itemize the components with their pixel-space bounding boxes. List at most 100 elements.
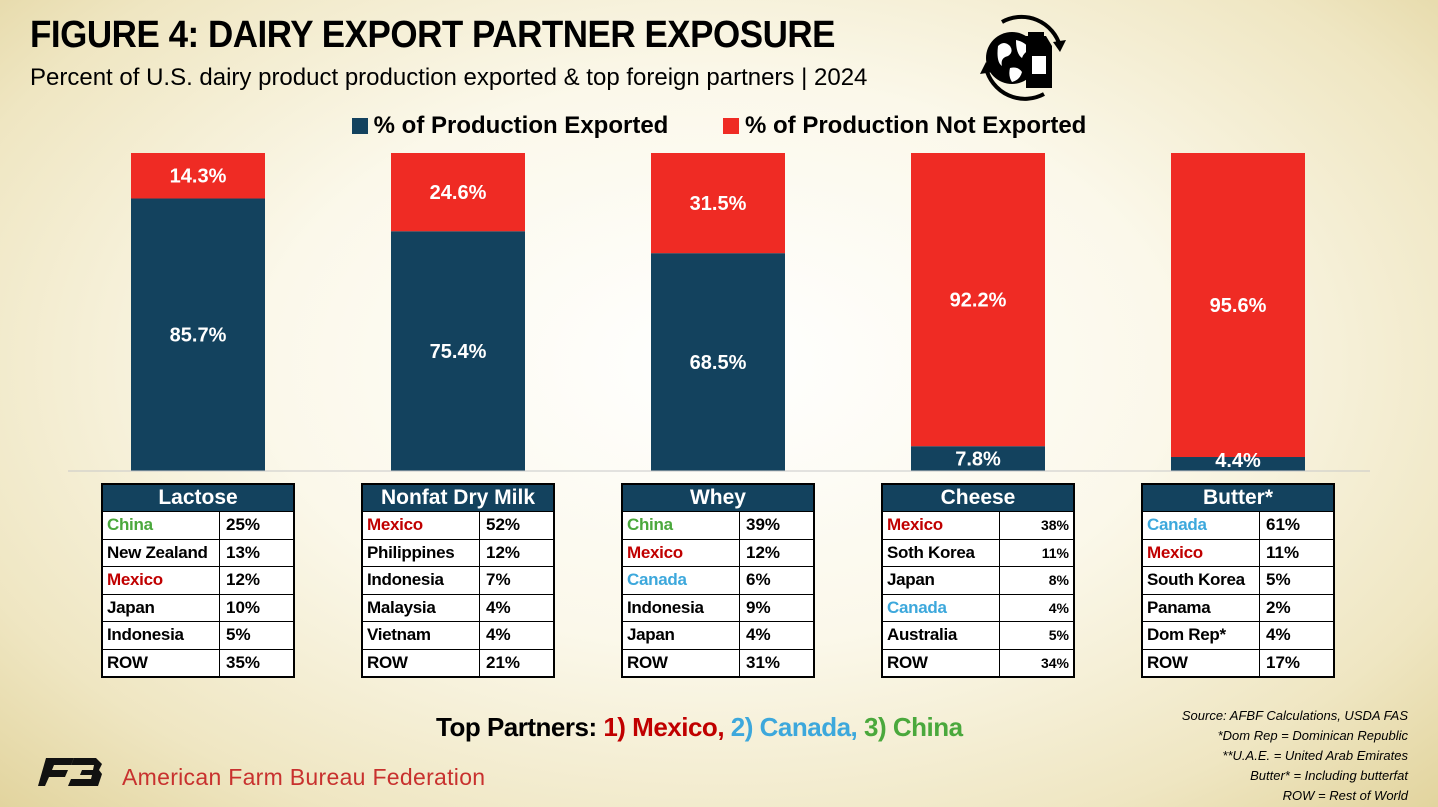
bar-exported (651, 253, 785, 471)
partner-country: China (101, 511, 220, 540)
legend-label-not-exported: % of Production Not Exported (745, 112, 1087, 139)
table-row: Dom Rep* 4% (1141, 621, 1335, 650)
partner-share: 5% (219, 621, 295, 650)
table-row: China 39% (621, 511, 815, 540)
partner-country: Mexico (101, 566, 220, 595)
partner-country: Philippines (361, 538, 480, 567)
bar-not-exported (131, 153, 265, 199)
partner-country: ROW (361, 648, 480, 678)
partner-share: 12% (739, 538, 815, 567)
partner-country: Mexico (1141, 538, 1260, 567)
partner-share: 4% (479, 621, 555, 650)
top-partner-canada: 2) Canada, (730, 712, 858, 742)
partner-country: Panama (1141, 593, 1260, 622)
partner-table: Lactose China 25% New Zealand 13% Mexico 12% Ja… (101, 483, 295, 678)
table-row: South Korea 5% (1141, 566, 1335, 595)
bar-label-not-exported: 92.2% (950, 290, 1007, 312)
table-row: Indonesia 5% (101, 621, 295, 650)
partner-country: ROW (621, 648, 740, 678)
table-row: Japan 8% (881, 566, 1075, 595)
bar-not-exported (911, 153, 1045, 447)
chart-subtitle: Percent of U.S. dairy product production… (30, 64, 868, 91)
partner-share: 17% (1259, 648, 1335, 678)
partner-country: Indonesia (621, 593, 740, 622)
bar-label-exported: 68.5% (690, 352, 747, 374)
partner-country: Australia (881, 621, 1000, 650)
partner-share: 31% (739, 648, 815, 678)
note-line: *Dom Rep = Dominican Republic (1217, 728, 1408, 743)
partner-share: 4% (739, 621, 815, 650)
partner-country: Japan (101, 593, 220, 622)
table-row: Australia 5% (881, 621, 1075, 650)
partner-table: Whey China 39% Mexico 12% Canada 6% Indonesia 9%… (621, 483, 815, 678)
partner-country: Soth Korea (881, 538, 1000, 567)
globe-milk-carton-icon (980, 14, 1066, 101)
bar-exported (131, 198, 265, 471)
partner-country: Mexico (361, 511, 480, 540)
table-row: ROW 35% (101, 648, 295, 678)
partner-share: 34% (999, 648, 1075, 678)
top-partner-china: 3) China (864, 712, 963, 742)
table-row: China 25% (101, 511, 295, 540)
chart-title: FIGURE 4: DAIRY EXPORT PARTNER EXPOSURE (30, 14, 836, 56)
partner-table-header: Cheese (881, 483, 1075, 512)
partner-share: 25% (219, 511, 295, 540)
note-line: **U.A.E. = United Arab Emirates (1222, 748, 1408, 763)
bar-label-not-exported: 95.6% (1210, 295, 1267, 317)
table-row: Japan 10% (101, 593, 295, 622)
legend-swatch-exported (351, 118, 368, 134)
source-notes: Source: AFBF Calculations, USDA FAS *Dom… (1182, 706, 1408, 806)
legend-item-not-exported: % of Production Not Exported (723, 112, 1086, 140)
bar-label-not-exported: 24.6% (430, 182, 487, 204)
partner-share: 38% (999, 511, 1075, 540)
partner-country: Japan (621, 621, 740, 650)
partner-share: 52% (479, 511, 555, 540)
partner-share: 4% (479, 593, 555, 622)
partner-share: 6% (739, 566, 815, 595)
bar-not-exported (651, 153, 785, 254)
partner-table: Nonfat Dry Milk Mexico 52% Philippines 12% In… (361, 483, 555, 678)
partner-country: Indonesia (101, 621, 220, 650)
table-row: Indonesia 7% (361, 566, 555, 595)
table-row: Vietnam 4% (361, 621, 555, 650)
table-row: Panama 2% (1141, 593, 1335, 622)
partner-share: 5% (1259, 566, 1335, 595)
partner-share: 12% (219, 566, 295, 595)
partner-share: 5% (999, 621, 1075, 650)
top-partners-summary: Top Partners: 1) Mexico, 2) Canada, 3) C… (436, 712, 963, 743)
bar-exported (911, 446, 1045, 471)
bar-not-exported (391, 153, 525, 232)
partner-country: Dom Rep* (1141, 621, 1260, 650)
partner-country: Mexico (621, 538, 740, 567)
partner-country: ROW (101, 648, 220, 678)
table-row: ROW 31% (621, 648, 815, 678)
partner-country: Canada (881, 593, 1000, 622)
table-row: Canada 61% (1141, 511, 1335, 540)
top-partners-prefix: Top Partners: (436, 712, 604, 742)
partner-country: South Korea (1141, 566, 1260, 595)
note-line: Butter* = Including butterfat (1250, 768, 1408, 783)
table-row: Philippines 12% (361, 538, 555, 567)
partner-share: 7% (479, 566, 555, 595)
table-row: ROW 21% (361, 648, 555, 678)
bar-exported (391, 231, 525, 471)
table-row: Indonesia 9% (621, 593, 815, 622)
partner-table-header: Butter* (1141, 483, 1335, 512)
bar-exported (1171, 457, 1305, 471)
partner-table: Butter* Canada 61% Mexico 11% South Korea 5% Pa… (1141, 483, 1335, 678)
partner-share: 2% (1259, 593, 1335, 622)
partner-country: Vietnam (361, 621, 480, 650)
partner-table-header: Nonfat Dry Milk (361, 483, 555, 512)
partner-table-header: Whey (621, 483, 815, 512)
bar-label-exported: 75.4% (430, 341, 487, 363)
partner-share: 9% (739, 593, 815, 622)
partner-share: 11% (999, 538, 1075, 567)
table-row: Mexico 38% (881, 511, 1075, 540)
partner-country: New Zealand (101, 538, 220, 567)
table-row: ROW 34% (881, 648, 1075, 678)
note-line: Source: AFBF Calculations, USDA FAS (1181, 708, 1408, 723)
partner-share: 61% (1259, 511, 1335, 540)
table-row: Canada 6% (621, 566, 815, 595)
partner-country: ROW (881, 648, 1000, 678)
note-line: ROW = Rest of World (1282, 788, 1408, 803)
